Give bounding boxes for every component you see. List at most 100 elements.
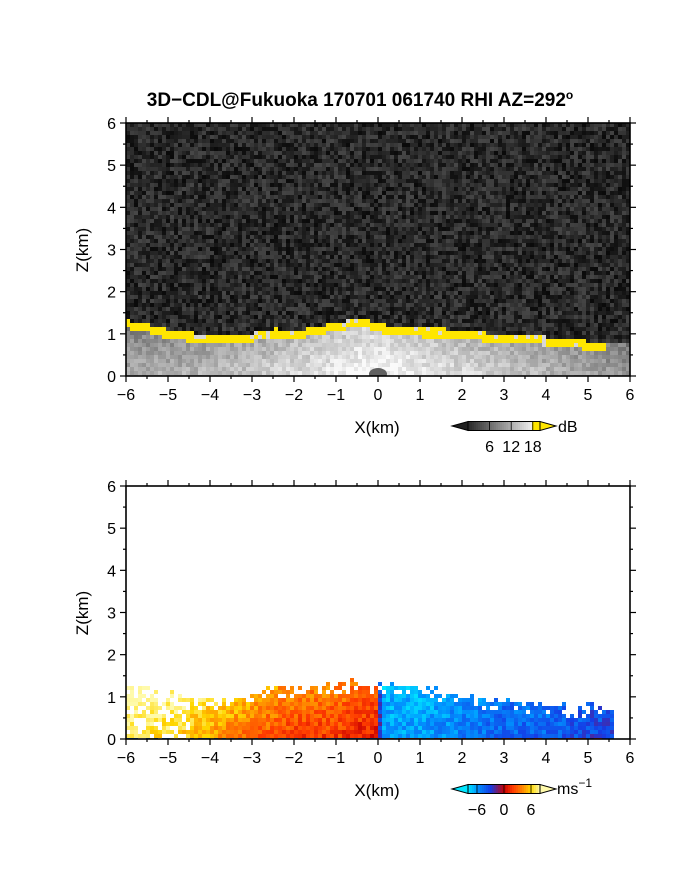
reflectivity-cell [490, 159, 494, 163]
reflectivity-cell [622, 159, 626, 163]
reflectivity-cell [462, 183, 466, 187]
reflectivity-cell [438, 267, 442, 271]
reflectivity-cell [210, 203, 214, 207]
reflectivity-cell [154, 195, 158, 199]
reflectivity-cell [358, 143, 362, 147]
reflectivity-cell [210, 147, 214, 151]
reflectivity-cell [306, 131, 310, 135]
reflectivity-cell [526, 131, 530, 135]
reflectivity-cell [262, 235, 266, 239]
reflectivity-cell [518, 211, 522, 215]
reflectivity-cell [218, 163, 222, 167]
reflectivity-cell [234, 195, 238, 199]
reflectivity-cell [546, 199, 550, 203]
reflectivity-cell [622, 131, 626, 135]
reflectivity-cell [502, 123, 506, 127]
reflectivity-cell [446, 279, 450, 283]
reflectivity-cell [266, 235, 270, 239]
reflectivity-cell [250, 223, 254, 227]
reflectivity-cell [574, 159, 578, 163]
reflectivity-cell [574, 235, 578, 239]
reflectivity-cell [150, 267, 154, 271]
reflectivity-cell [486, 255, 490, 259]
reflectivity-cell [202, 275, 206, 279]
reflectivity-cell [234, 167, 238, 171]
reflectivity-cell [482, 163, 486, 167]
reflectivity-cell [126, 155, 130, 159]
reflectivity-cell [490, 255, 494, 259]
reflectivity-cell [182, 183, 186, 187]
reflectivity-cell [310, 247, 314, 251]
reflectivity-cell [442, 259, 446, 263]
reflectivity-cell [206, 247, 210, 251]
reflectivity-cell [230, 223, 234, 227]
reflectivity-cell [610, 203, 614, 207]
reflectivity-cell [410, 263, 414, 267]
reflectivity-cell [538, 135, 542, 139]
reflectivity-cell [406, 179, 410, 183]
reflectivity-cell [314, 123, 318, 127]
reflectivity-cell [146, 251, 150, 255]
reflectivity-cell [250, 143, 254, 147]
reflectivity-cell [610, 171, 614, 175]
reflectivity-cell [434, 275, 438, 279]
reflectivity-cell [194, 235, 198, 239]
reflectivity-cell [210, 259, 214, 263]
reflectivity-cell [170, 127, 174, 131]
reflectivity-cell [566, 219, 570, 223]
reflectivity-cell [342, 231, 346, 235]
reflectivity-cell [262, 147, 266, 151]
reflectivity-cell [618, 231, 622, 235]
reflectivity-cell [134, 215, 138, 219]
reflectivity-cell [566, 175, 570, 179]
reflectivity-cell [454, 255, 458, 259]
reflectivity-cell [526, 235, 530, 239]
reflectivity-cell [382, 163, 386, 167]
reflectivity-cell [130, 235, 134, 239]
reflectivity-cell [222, 227, 226, 231]
reflectivity-cell [562, 163, 566, 167]
reflectivity-cell [366, 167, 370, 171]
reflectivity-cell [242, 187, 246, 191]
reflectivity-cell [538, 163, 542, 167]
reflectivity-cell [410, 203, 414, 207]
reflectivity-cell [150, 255, 154, 259]
reflectivity-cell [554, 143, 558, 147]
reflectivity-cell [462, 223, 466, 227]
reflectivity-cell [518, 171, 522, 175]
reflectivity-cell [282, 195, 286, 199]
reflectivity-cell [542, 267, 546, 271]
reflectivity-cell [622, 179, 626, 183]
reflectivity-cell [326, 207, 330, 211]
reflectivity-cell [370, 255, 374, 259]
reflectivity-cell [602, 255, 606, 259]
reflectivity-cell [566, 207, 570, 211]
reflectivity-cell [402, 179, 406, 183]
reflectivity-cell [150, 191, 154, 195]
reflectivity-cell [474, 247, 478, 251]
reflectivity-cell [426, 147, 430, 151]
reflectivity-cell [206, 179, 210, 183]
reflectivity-cell [346, 259, 350, 263]
reflectivity-cell [598, 139, 602, 143]
reflectivity-cell [574, 219, 578, 223]
reflectivity-cell [406, 131, 410, 135]
reflectivity-cell [594, 151, 598, 155]
reflectivity-cell [198, 219, 202, 223]
reflectivity-cell [226, 203, 230, 207]
reflectivity-cell [190, 203, 194, 207]
reflectivity-cell [614, 135, 618, 139]
reflectivity-cell [330, 275, 334, 279]
reflectivity-cell [202, 267, 206, 271]
reflectivity-cell [138, 227, 142, 231]
reflectivity-cell [450, 211, 454, 215]
reflectivity-cell [218, 187, 222, 191]
reflectivity-cell [174, 275, 178, 279]
reflectivity-cell [502, 271, 506, 275]
reflectivity-cell [322, 175, 326, 179]
reflectivity-cell [498, 183, 502, 187]
reflectivity-cell [602, 143, 606, 147]
reflectivity-cell [458, 151, 462, 155]
reflectivity-cell [570, 231, 574, 235]
reflectivity-cell [618, 187, 622, 191]
